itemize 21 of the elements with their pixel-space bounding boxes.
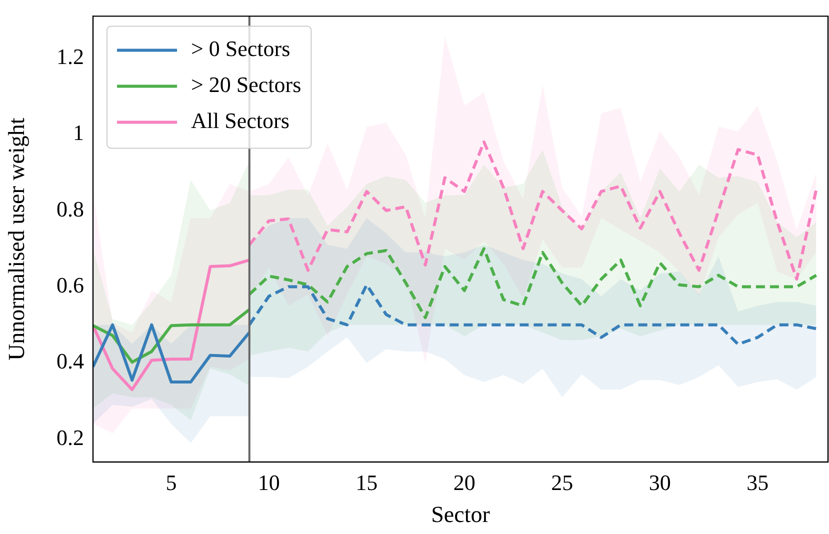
y-tick-label: 1 [73, 120, 84, 146]
legend-label: > 20 Sectors [191, 72, 302, 97]
x-tick-label: 15 [356, 470, 378, 495]
y-tick-label: 1.2 [56, 44, 84, 69]
line-series [248, 140, 818, 281]
line-series [248, 247, 818, 320]
x-tick-label: 10 [258, 470, 280, 495]
x-tick-label: 20 [453, 470, 476, 495]
x-tick-label: 30 [648, 470, 671, 495]
y-tick-label: 0.4 [56, 348, 84, 374]
x-tick-label: 25 [551, 470, 574, 495]
y-axis-title: Unnormalised user weight [4, 117, 29, 360]
legend-label: All Sectors [191, 108, 290, 133]
y-tick-label: 0.2 [56, 424, 84, 450]
line-series [248, 283, 818, 346]
x-tick-label: 35 [746, 470, 769, 495]
x-axis-title: Sector [431, 502, 490, 528]
y-tick-label: 0.8 [56, 196, 84, 222]
x-tick-label: 5 [166, 470, 177, 495]
y-tick-label: 0.6 [56, 272, 84, 298]
legend-label: > 0 Sectors [191, 36, 290, 61]
